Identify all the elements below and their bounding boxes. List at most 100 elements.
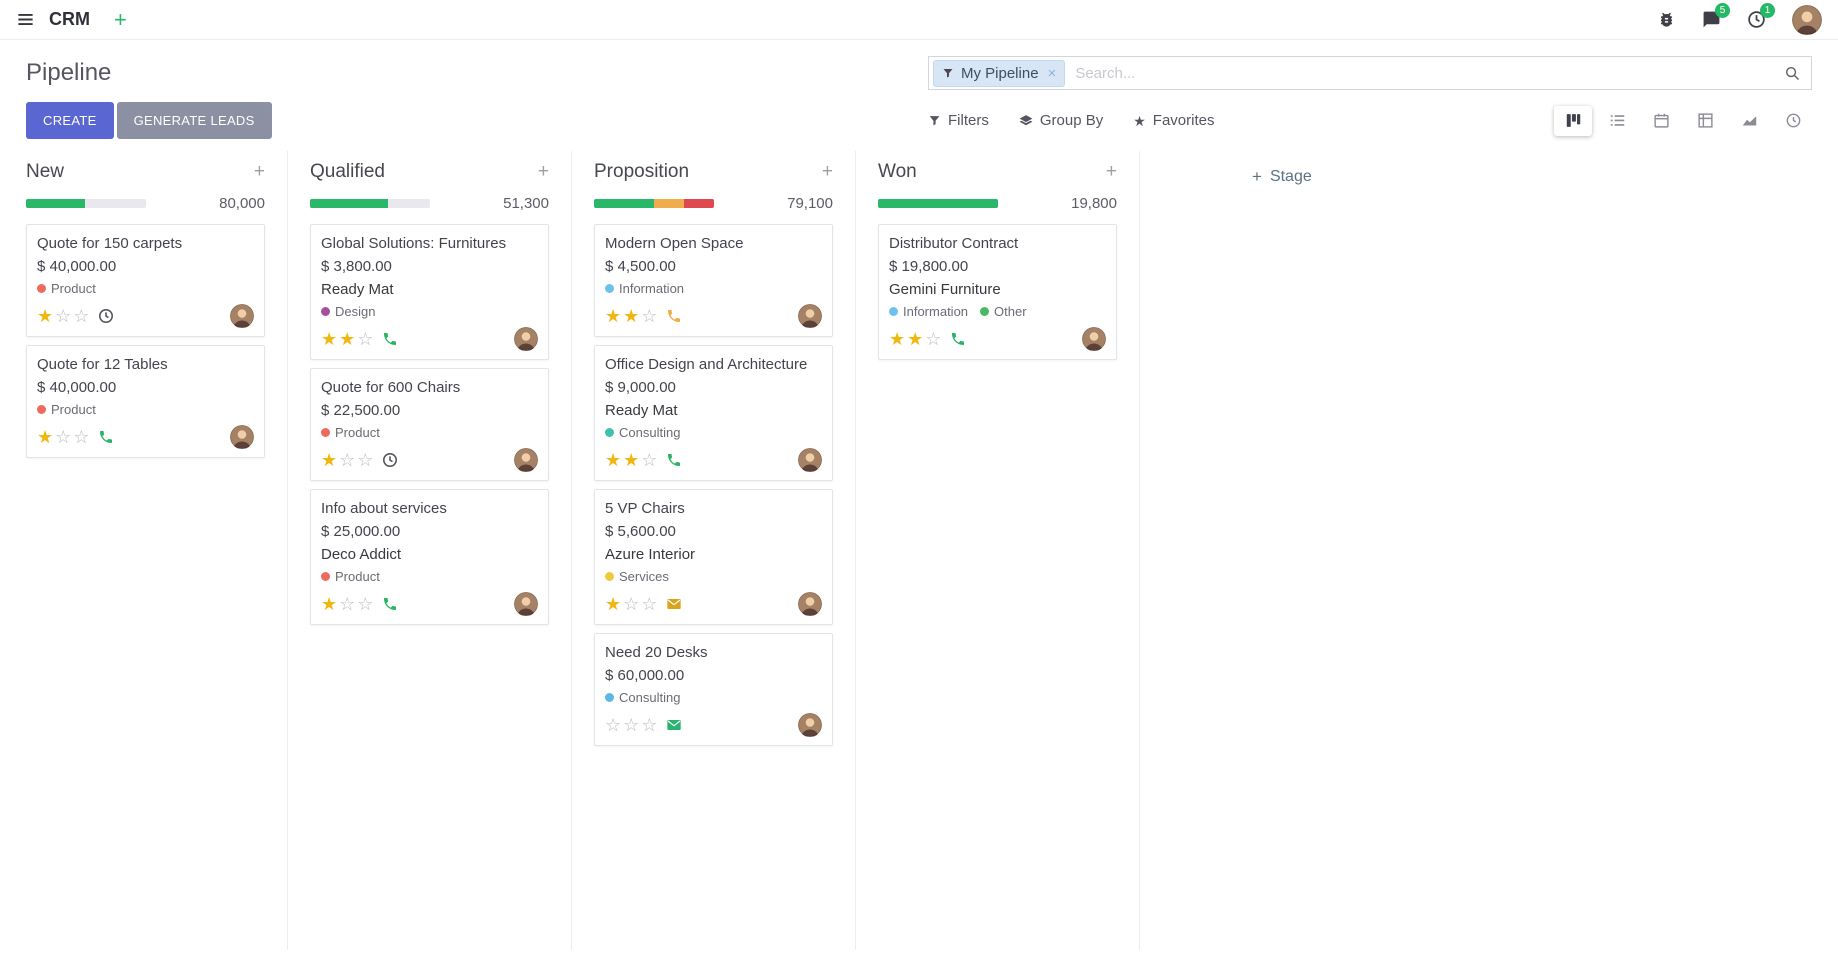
phone-icon[interactable] xyxy=(666,308,682,324)
group-by-label: Group By xyxy=(1039,112,1104,129)
column-progressbar[interactable] xyxy=(594,199,714,208)
kanban-card[interactable]: Quote for 12 Tables $ 40,000.00 Product … xyxy=(26,345,265,458)
priority-star[interactable]: ☆ xyxy=(641,306,658,326)
kanban-card[interactable]: Quote for 150 carpets $ 40,000.00 Produc… xyxy=(26,224,265,337)
progress-segment[interactable] xyxy=(310,199,388,208)
card-title: Office Design and Architecture xyxy=(605,356,808,373)
priority-star[interactable]: ★ xyxy=(321,450,338,470)
progress-segment[interactable] xyxy=(594,199,654,208)
priority-star[interactable]: ★ xyxy=(623,306,640,326)
view-calendar-button[interactable] xyxy=(1642,106,1680,136)
search-icon[interactable] xyxy=(1784,65,1801,82)
view-pivot-button[interactable] xyxy=(1686,106,1724,136)
kanban-card[interactable]: Distributor Contract $ 19,800.00 Gemini … xyxy=(878,224,1117,360)
priority-star[interactable]: ☆ xyxy=(357,450,374,470)
create-button[interactable]: CREATE xyxy=(26,102,114,139)
priority-star[interactable]: ☆ xyxy=(641,450,658,470)
progress-segment[interactable] xyxy=(653,199,684,208)
clock-icon[interactable] xyxy=(98,308,114,324)
view-list-button[interactable] xyxy=(1598,106,1636,136)
view-activity-button[interactable] xyxy=(1774,106,1812,136)
priority-star[interactable]: ☆ xyxy=(623,594,640,614)
priority-star[interactable]: ★ xyxy=(889,329,906,349)
phone-icon[interactable] xyxy=(382,331,398,347)
progress-segment[interactable] xyxy=(878,199,998,208)
priority-star[interactable]: ★ xyxy=(907,329,924,349)
progress-segment[interactable] xyxy=(683,199,714,208)
column-total: 79,100 xyxy=(787,195,833,212)
priority-star[interactable]: ★ xyxy=(321,594,338,614)
card-amount: $ 3,800.00 xyxy=(321,258,392,275)
add-stage-button[interactable]: + Stage xyxy=(1252,165,1312,189)
priority-star[interactable]: ☆ xyxy=(357,594,374,614)
apps-menu-icon[interactable] xyxy=(16,10,35,29)
salesperson-avatar xyxy=(798,448,822,472)
group-by-menu[interactable]: Group By xyxy=(1019,112,1103,129)
priority-star[interactable]: ☆ xyxy=(641,594,658,614)
envelope-icon[interactable] xyxy=(666,717,682,733)
column-quick-add-button[interactable]: + xyxy=(253,161,265,182)
priority-star[interactable]: ☆ xyxy=(623,715,640,735)
activities-clock-icon[interactable]: 1 xyxy=(1747,3,1775,29)
tag: Product xyxy=(321,425,380,440)
card-title: Quote for 150 carpets xyxy=(37,235,183,252)
priority-star[interactable]: ★ xyxy=(37,306,54,326)
priority-star[interactable]: ☆ xyxy=(605,715,622,735)
priority-star[interactable]: ★ xyxy=(605,594,622,614)
phone-icon[interactable] xyxy=(98,429,114,445)
column-progressbar[interactable] xyxy=(878,199,998,208)
search-bar[interactable]: My Pipeline × xyxy=(928,56,1812,90)
priority-star[interactable]: ☆ xyxy=(357,329,374,349)
view-kanban-button[interactable] xyxy=(1554,105,1592,136)
filters-menu[interactable]: Filters xyxy=(928,112,989,129)
priority-star[interactable]: ★ xyxy=(605,450,622,470)
debug-bug-icon[interactable] xyxy=(1657,10,1676,29)
priority-stars: ★ ☆ ☆ xyxy=(37,428,89,446)
envelope-icon[interactable] xyxy=(666,596,682,612)
priority-star[interactable]: ★ xyxy=(321,329,338,349)
favorites-menu[interactable]: ★ Favorites xyxy=(1133,112,1214,129)
kanban-card[interactable]: Quote for 600 Chairs $ 22,500.00 Product… xyxy=(310,368,549,481)
kanban-card[interactable]: Need 20 Desks $ 60,000.00 Consulting ☆ ☆ ☆ xyxy=(594,633,833,746)
priority-stars: ★ ☆ ☆ xyxy=(321,451,373,469)
column-quick-add-button[interactable]: + xyxy=(537,161,549,182)
phone-icon[interactable] xyxy=(382,596,398,612)
priority-star[interactable]: ★ xyxy=(339,329,356,349)
kanban-card[interactable]: Office Design and Architecture $ 9,000.0… xyxy=(594,345,833,481)
facet-remove-icon[interactable]: × xyxy=(1047,64,1057,82)
phone-icon[interactable] xyxy=(666,452,682,468)
priority-star[interactable]: ★ xyxy=(605,306,622,326)
phone-icon[interactable] xyxy=(950,331,966,347)
user-avatar[interactable] xyxy=(1792,4,1822,35)
column-quick-add-button[interactable]: + xyxy=(1105,161,1117,182)
priority-star[interactable]: ☆ xyxy=(55,306,72,326)
priority-star[interactable]: ☆ xyxy=(339,594,356,614)
generate-leads-button[interactable]: GENERATE LEADS xyxy=(116,102,272,139)
messages-icon[interactable]: 5 xyxy=(1702,3,1730,29)
column-progressbar[interactable] xyxy=(26,199,146,208)
column-quick-add-button[interactable]: + xyxy=(821,161,833,182)
priority-star[interactable]: ★ xyxy=(37,427,54,447)
clock-icon[interactable] xyxy=(382,452,398,468)
priority-star[interactable]: ☆ xyxy=(55,427,72,447)
priority-star[interactable]: ★ xyxy=(623,450,640,470)
priority-star[interactable]: ☆ xyxy=(73,306,90,326)
kanban-card[interactable]: Modern Open Space $ 4,500.00 Information… xyxy=(594,224,833,337)
search-facet[interactable]: My Pipeline × xyxy=(933,59,1066,87)
kanban-card[interactable]: Info about services $ 25,000.00 Deco Add… xyxy=(310,489,549,625)
search-input[interactable] xyxy=(1075,64,1784,82)
kanban-card[interactable]: 5 VP Chairs $ 5,600.00 Azure Interior Se… xyxy=(594,489,833,625)
priority-star[interactable]: ☆ xyxy=(641,715,658,735)
card-tags: Product xyxy=(321,569,538,584)
app-name[interactable]: CRM xyxy=(49,9,90,29)
priority-star[interactable]: ☆ xyxy=(73,427,90,447)
view-graph-button[interactable] xyxy=(1730,106,1768,136)
kanban-card[interactable]: Global Solutions: Furnitures $ 3,800.00 … xyxy=(310,224,549,360)
column-cards: Modern Open Space $ 4,500.00 Information… xyxy=(594,224,833,746)
column-progressbar[interactable] xyxy=(310,199,430,208)
progress-segment[interactable] xyxy=(26,199,85,208)
quick-add-icon[interactable]: + xyxy=(114,6,127,32)
priority-star[interactable]: ☆ xyxy=(925,329,942,349)
action-buttons: CREATE GENERATE LEADS xyxy=(26,102,272,139)
priority-star[interactable]: ☆ xyxy=(339,450,356,470)
